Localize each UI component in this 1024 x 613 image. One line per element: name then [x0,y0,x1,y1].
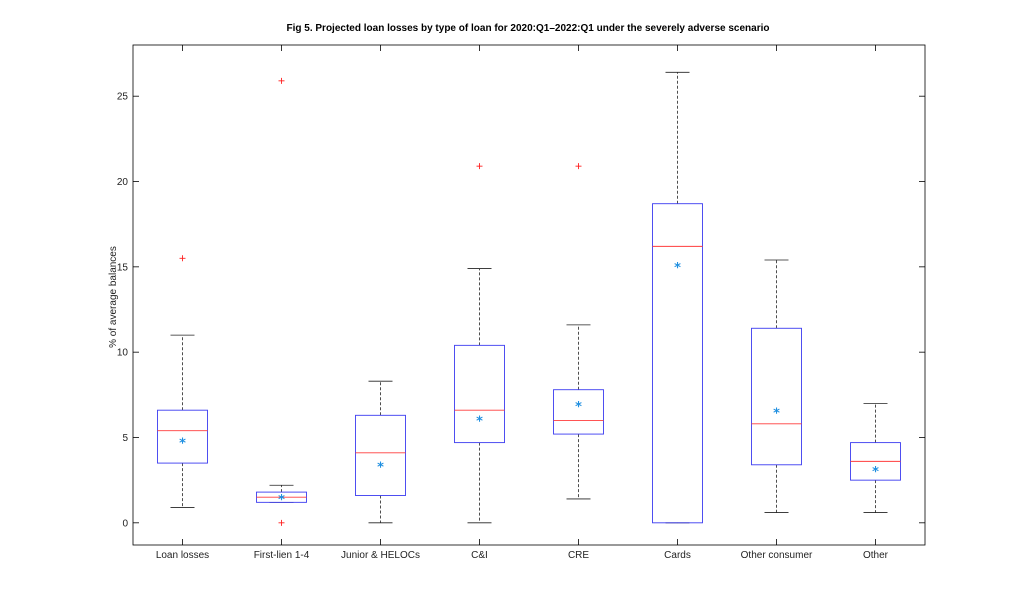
chart-title: Fig 5. Projected loan losses by type of … [287,23,770,34]
y-tick-label: 5 [122,433,128,444]
box-iqr [652,203,703,524]
box-iqr [355,414,406,496]
outlier-marker [278,519,285,526]
box-group: * [454,163,505,524]
x-tick-label: C&I [471,550,488,561]
x-tick-label: First-lien 1-4 [254,550,310,561]
box-group: * [157,255,208,508]
box-group: * [652,71,703,524]
x-tick-label: CRE [568,550,589,561]
outlier-marker [575,163,582,170]
box-group: * [553,163,604,500]
y-tick-label: 10 [117,348,129,359]
x-tick-label: Junior & HELOCs [341,550,420,561]
x-tick-label: Cards [664,550,691,561]
box-iqr [157,409,208,464]
plot-area-frame [132,44,926,546]
y-tick-label: 15 [117,262,129,273]
x-tick-label: Loan losses [156,550,209,561]
mean-marker: * [872,465,879,480]
outlier-marker [278,77,285,84]
mean-marker: * [278,493,285,508]
mean-marker: * [377,461,384,476]
outlier-marker [179,255,186,262]
mean-marker: * [575,400,582,415]
y-tick-label: 20 [117,177,129,188]
y-axis-label: % of average balances [108,246,119,348]
box-iqr [751,327,802,466]
box-group: * [355,380,406,524]
mean-marker: * [773,407,780,422]
x-axis: Loan losses First-lien 1-4 Junior & HELOCs… [156,45,889,561]
y-axis: 0 5 10 15 20 25 [117,92,925,529]
mean-marker: * [674,261,681,276]
box-group: * [850,402,901,513]
box-group: * [751,259,802,513]
x-tick-label: Other consumer [741,550,813,561]
box-series: * * * * * * * * [157,71,901,526]
box-group: * [256,77,307,526]
outlier-marker [476,163,483,170]
y-tick-label: 0 [122,518,128,529]
x-tick-label: Other [863,550,889,561]
mean-marker: * [179,437,186,452]
y-tick-label: 25 [117,92,129,103]
box-iqr [454,344,505,444]
box-iqr [553,389,604,435]
mean-marker: * [476,414,483,429]
